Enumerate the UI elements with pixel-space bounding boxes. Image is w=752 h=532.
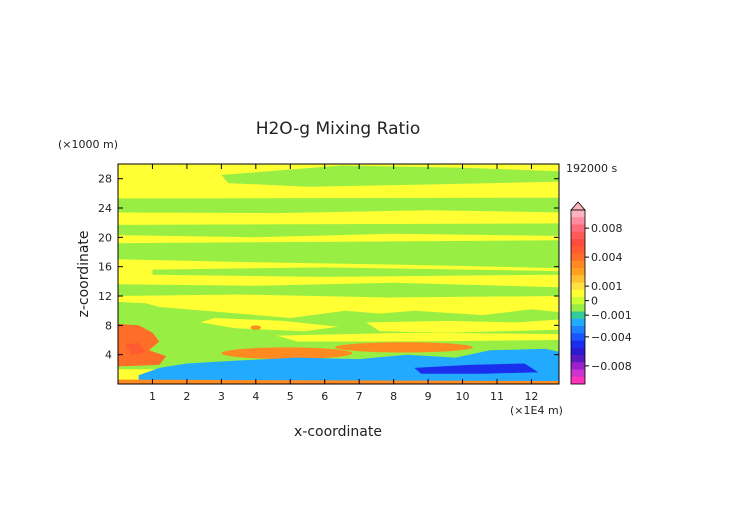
colorbar-swatch <box>571 289 585 298</box>
y-tick-label: 20 <box>98 231 112 244</box>
x-tick-label: 8 <box>390 390 397 403</box>
time-label: 192000 s <box>566 162 617 175</box>
x-axis-label: x-coordinate <box>294 424 382 440</box>
yellow-notch-3 <box>276 332 559 342</box>
x-unit-label: (×1E4 m) <box>510 404 563 417</box>
colorbar-swatch <box>571 376 585 385</box>
colorbar-label: 0 <box>591 295 598 308</box>
colorbar-swatch <box>571 355 585 363</box>
plot-frame <box>117 163 560 385</box>
colorbar-swatch <box>571 304 585 312</box>
colorbar-swatch <box>571 239 585 247</box>
y-tick-label: 28 <box>98 173 112 186</box>
y-unit-label: (×1000 m) <box>58 138 118 151</box>
colorbar-frame <box>570 209 586 385</box>
band-17 <box>118 240 559 269</box>
x-tick-label: 10 <box>456 390 470 403</box>
colorbar: 0.008 0.004 0.001 0−0.001 −0.004 −0.008 <box>570 201 632 385</box>
x-tick-label: 9 <box>425 390 432 403</box>
colorbar-swatch <box>571 318 585 327</box>
x-tick-label: 7 <box>356 390 363 403</box>
colorbar-swatch <box>571 260 585 269</box>
colorbar-label: 0.004 <box>591 251 623 264</box>
x-tick-label: 5 <box>287 390 294 403</box>
colorbar-swatch <box>571 326 585 334</box>
colorbar-swatch <box>571 333 585 341</box>
colorbar-swatch <box>571 217 585 225</box>
y-tick-label: 4 <box>105 349 112 362</box>
colorbar-swatch <box>571 210 585 218</box>
x-tick-label: 1 <box>149 390 156 403</box>
x-tick-label: 12 <box>524 390 538 403</box>
left-plume <box>118 323 167 367</box>
colorbar-swatch <box>571 282 585 291</box>
colorbar-label: 0.001 <box>591 280 623 293</box>
band-15 <box>152 267 559 277</box>
colorbar-swatch <box>571 253 585 262</box>
yellow-notch-1 <box>200 318 339 332</box>
chart-title: H2O-g Mixing Ratio <box>256 119 421 139</box>
colorbar-swatch <box>571 362 585 370</box>
y-axis-label: z-coordinate <box>76 230 92 317</box>
left-plume-core <box>124 342 146 355</box>
ground-strip <box>118 379 559 384</box>
band-13 <box>118 282 559 298</box>
x-tick-label: 11 <box>490 390 504 403</box>
plot-area <box>117 163 560 385</box>
lens-dot <box>250 325 261 330</box>
colorbar-swatch <box>571 369 585 378</box>
band-top <box>221 165 559 187</box>
band-24 <box>118 197 559 214</box>
x-tick-label: 2 <box>183 390 190 403</box>
colorbar-swatch <box>571 347 585 356</box>
lens-left <box>221 347 353 360</box>
colorbar-label: −0.008 <box>591 360 632 373</box>
blue-core <box>414 363 539 374</box>
y-tick-label: 24 <box>98 202 112 215</box>
colorbar-swatch <box>571 231 585 240</box>
x-tick-label: 6 <box>321 390 328 403</box>
colorbar-swatch <box>571 246 585 254</box>
colorbar-arrow <box>570 201 586 211</box>
colorbar-label: 0.008 <box>591 222 623 235</box>
colorbar-label: −0.001 <box>591 309 632 322</box>
x-tick-label: 4 <box>252 390 259 403</box>
y-tick-label: 8 <box>105 319 112 332</box>
colorbar-swatch <box>571 268 585 276</box>
colorbar-swatch <box>571 340 585 349</box>
y-tick-label: 16 <box>98 261 112 274</box>
lens-right <box>335 342 473 353</box>
colorbar-swatch <box>571 224 585 233</box>
colorbar-swatch <box>571 311 585 320</box>
band-20 <box>118 223 559 238</box>
y-tick-label: 12 <box>98 290 112 303</box>
yellow-notch-2 <box>366 319 559 333</box>
colorbar-swatch <box>571 275 585 283</box>
colorbar-label: −0.004 <box>591 331 632 344</box>
x-tick-label: 3 <box>218 390 225 403</box>
colorbar-swatch <box>571 297 585 305</box>
